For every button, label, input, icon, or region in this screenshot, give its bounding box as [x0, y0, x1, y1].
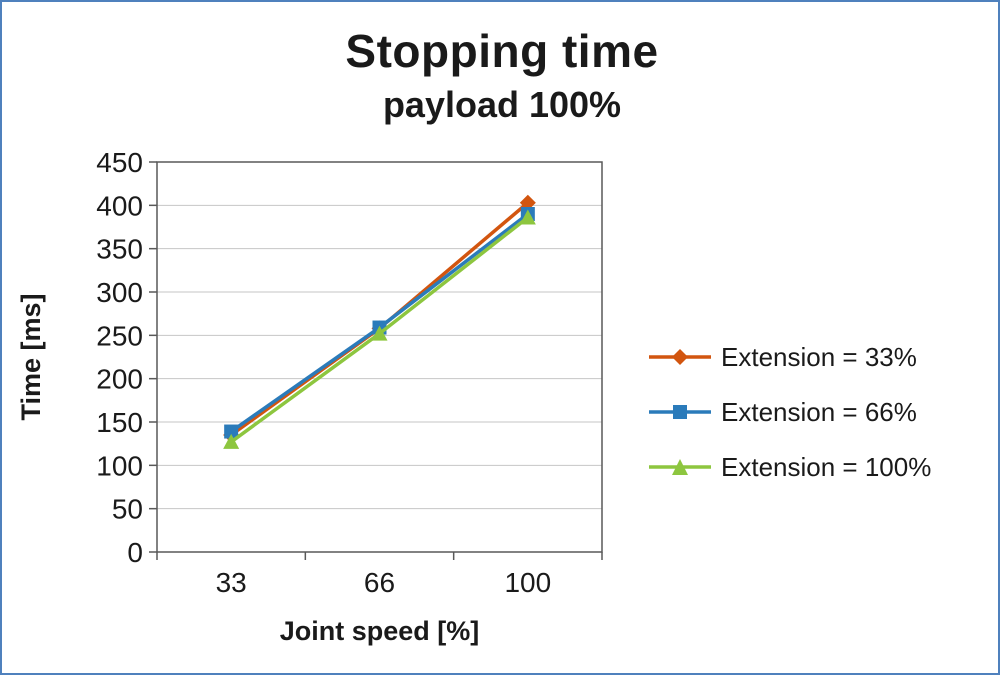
y-tick-label: 300 [96, 277, 143, 308]
legend-label: Extension = 100% [721, 451, 932, 482]
legend-label: Extension = 33% [721, 341, 917, 372]
legend-marker-triangle-icon [649, 459, 711, 475]
plot-border [156, 161, 603, 553]
y-axis-title: Time [ms] [16, 293, 46, 420]
y-tick-label: 200 [96, 364, 143, 395]
legend-item-extension-33: Extension = 33% [647, 340, 931, 374]
legend: Extension = 33% Extension = 66% Extensio… [647, 340, 931, 484]
x-tick-label: 66 [364, 567, 395, 598]
x-axis-title: Joint speed [%] [280, 616, 480, 646]
y-tick-label: 150 [96, 407, 143, 438]
y-tick-label: 350 [96, 234, 143, 265]
x-axis: 33 66 100 [156, 552, 603, 598]
legend-item-extension-100: Extension = 100% [647, 450, 931, 484]
y-tick-label: 0 [127, 537, 143, 568]
legend-item-extension-66: Extension = 66% [647, 395, 931, 429]
chart-subtitle: payload 100% [382, 84, 622, 125]
y-axis: 0 50 100 150 200 250 300 350 400 450 [96, 147, 157, 568]
x-tick-label: 33 [216, 567, 247, 598]
chart-title: Stopping time [345, 25, 659, 77]
y-tick-label: 250 [96, 320, 143, 351]
series-extension-100- [223, 209, 536, 449]
gridlines [157, 161, 602, 553]
y-tick-label: 400 [96, 190, 143, 221]
y-tick-label: 100 [96, 450, 143, 481]
y-tick-label: 450 [96, 147, 143, 178]
legend-label: Extension = 66% [721, 396, 917, 427]
legend-marker-square-icon [649, 405, 711, 419]
series-extension-66- [224, 207, 535, 439]
y-tick-label: 50 [112, 494, 143, 525]
legend-marker-diamond-icon [649, 349, 711, 365]
x-tick-label: 100 [504, 567, 551, 598]
plot-area: 0 50 100 150 200 250 300 350 400 450 33 66 100 Joint … [16, 147, 603, 646]
